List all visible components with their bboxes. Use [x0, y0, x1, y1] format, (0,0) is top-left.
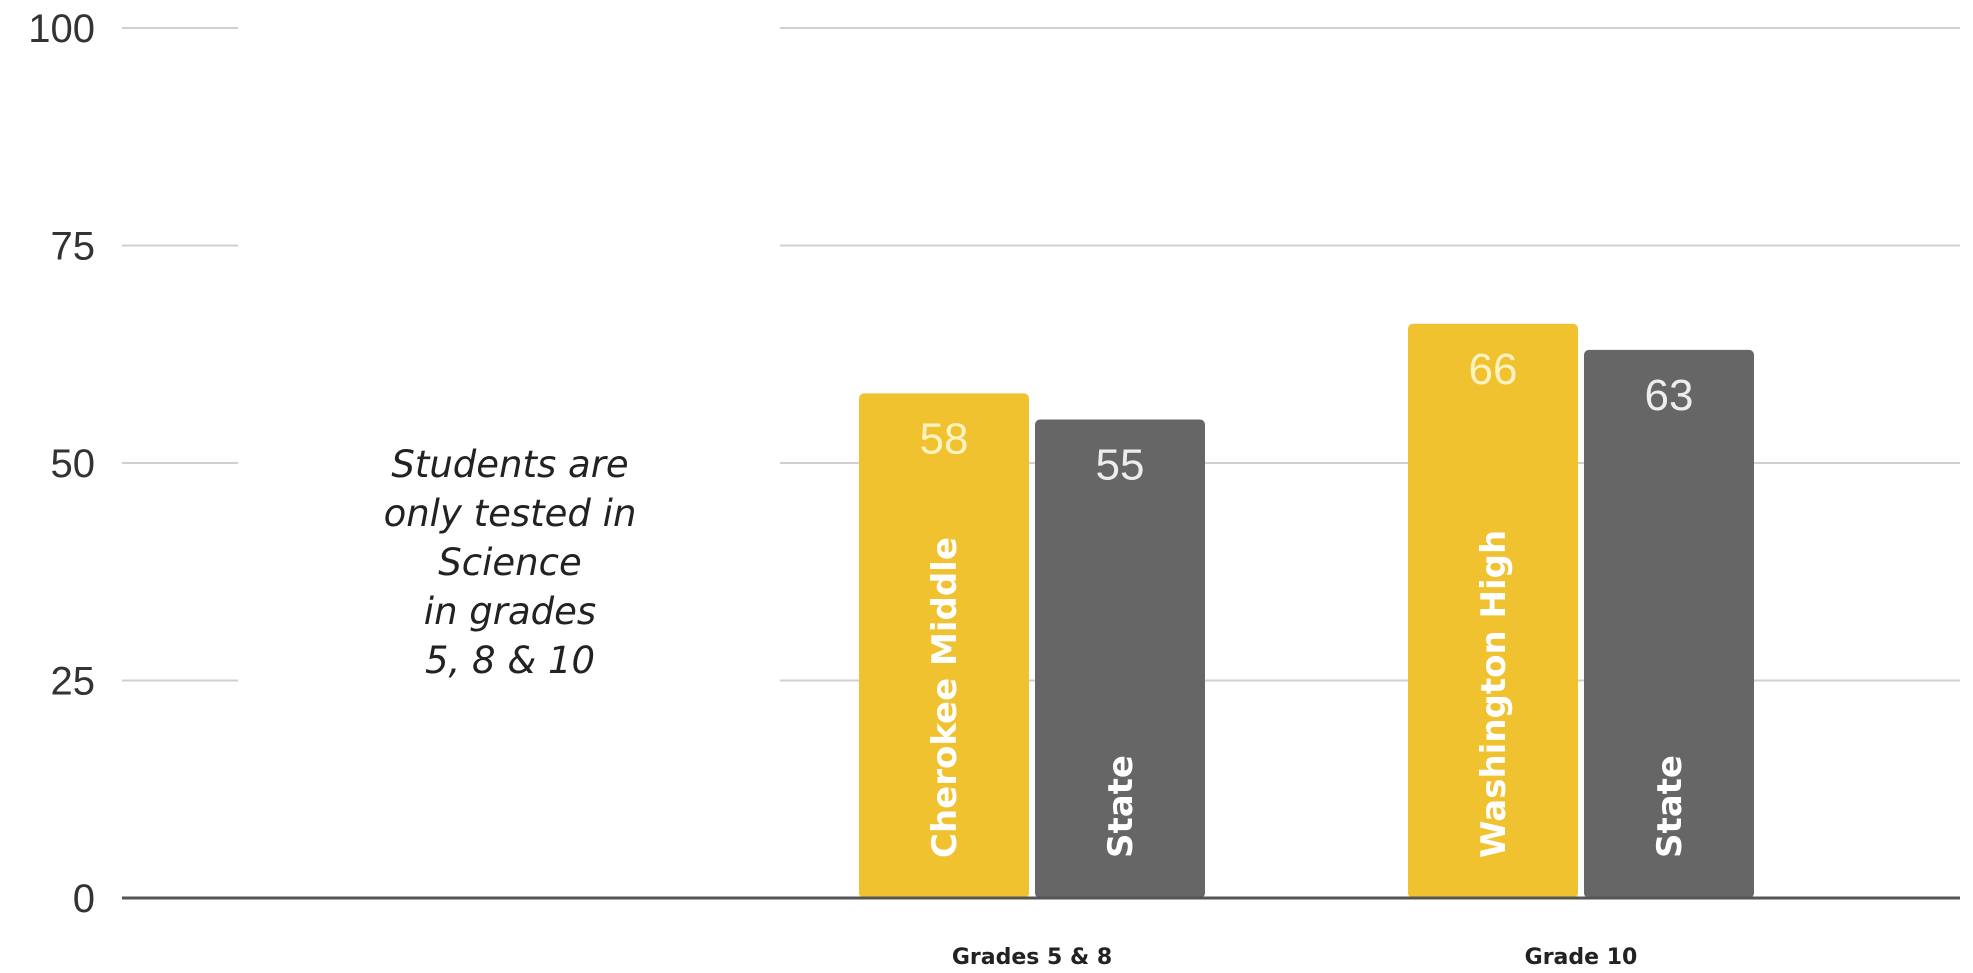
bar-series-label: Washington High: [1474, 530, 1514, 858]
bar-series-label: State: [1101, 755, 1141, 858]
annotation-line: Science: [438, 541, 582, 584]
annotation-line: in grades: [423, 590, 597, 633]
bar: [859, 393, 1029, 898]
data-label: 66: [1469, 345, 1518, 394]
y-tick-label: 0: [73, 877, 95, 921]
bar-series-label: State: [1650, 755, 1690, 858]
y-tick-label: 25: [51, 660, 96, 704]
annotation-line: only tested in: [383, 492, 637, 535]
y-tick-label: 50: [51, 442, 96, 486]
bar: [1408, 323, 1578, 898]
y-tick-label: 100: [28, 7, 95, 51]
data-label: 63: [1645, 371, 1694, 420]
x-axis-categories: Grades 5 & 8 Grade 10: [952, 945, 1638, 970]
y-axis-ticks: 0 25 50 75 100: [28, 7, 95, 921]
data-label: 58: [920, 414, 969, 463]
data-label: 55: [1096, 441, 1145, 490]
x-category-label: Grades 5 & 8: [952, 945, 1112, 970]
bar: [1035, 419, 1205, 898]
bars: 58 Cherokee Middle 55 State 66 Washington Hig…: [859, 323, 1754, 898]
bar: [1584, 349, 1754, 898]
annotation-line: 5, 8 & 10: [424, 639, 596, 682]
annotation-note: Students are only tested in Science in g…: [330, 440, 690, 685]
bar-series-label: Cherokee Middle: [925, 537, 965, 858]
annotation-line: Students are: [391, 443, 629, 486]
y-tick-label: 75: [51, 225, 96, 269]
x-category-label: Grade 10: [1525, 945, 1638, 970]
